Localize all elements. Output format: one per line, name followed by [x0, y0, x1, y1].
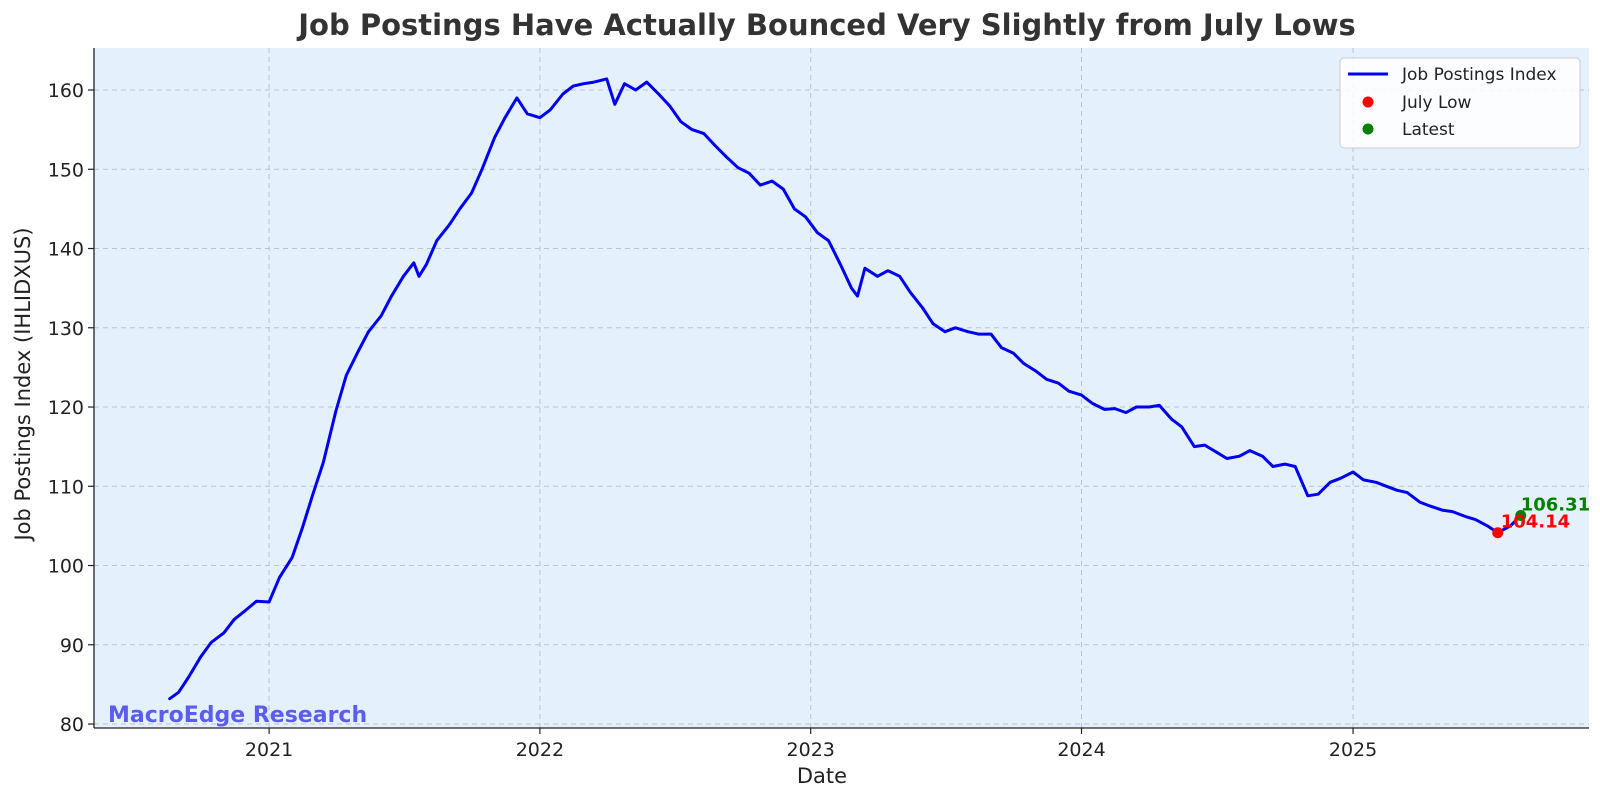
legend: Job Postings Index July Low Latest — [1339, 57, 1581, 149]
series-line-job-postings-index — [168, 77, 1523, 701]
legend-label-july-low: July Low — [1401, 93, 1472, 113]
y-tick-label-90: 90 — [60, 635, 84, 657]
y-tick-label-80: 80 — [60, 714, 84, 736]
y-tick-label-130: 130 — [48, 318, 84, 340]
legend-label-job-postings-index: Job Postings Index — [1401, 65, 1557, 85]
axes — [93, 48, 1589, 729]
grid-lines — [94, 48, 1589, 728]
y-tick-label-100: 100 — [48, 556, 84, 578]
x-tick-label-2022: 2022 — [516, 739, 564, 761]
chart-title: Job Postings Have Actually Bounced Very … — [296, 8, 1356, 42]
y-tick-label-160: 160 — [48, 80, 84, 102]
x-tick-label-2024: 2024 — [1057, 739, 1105, 761]
y-tick-label-120: 120 — [48, 397, 84, 419]
x-tick-label-2025: 2025 — [1329, 739, 1377, 761]
x-tick-label-2021: 2021 — [245, 739, 293, 761]
x-axis-label: Date — [797, 764, 847, 788]
y-axis-label: Job Postings Index (IHLIDXUS) — [11, 227, 35, 542]
x-axis-ticks: 2021 2022 2023 2024 2025 — [245, 728, 1377, 761]
july-low-value-label: 104.14 — [1501, 512, 1570, 533]
y-tick-label-140: 140 — [48, 239, 84, 261]
watermark-text: MacroEdge Research — [108, 703, 367, 728]
y-axis-ticks: 80 90 100 110 120 130 140 150 160 — [48, 80, 94, 736]
legend-swatch-july-low — [1362, 96, 1374, 108]
legend-swatch-latest — [1362, 123, 1374, 135]
latest-point — [1515, 510, 1527, 522]
july-low-point — [1492, 527, 1504, 539]
legend-box — [1339, 57, 1581, 149]
y-tick-label-150: 150 — [48, 159, 84, 181]
x-tick-label-2023: 2023 — [787, 739, 835, 761]
latest-value-label: 106.31 — [1521, 495, 1590, 516]
plot-area — [94, 48, 1589, 728]
legend-label-latest: Latest — [1402, 120, 1455, 140]
y-tick-label-110: 110 — [48, 476, 84, 498]
